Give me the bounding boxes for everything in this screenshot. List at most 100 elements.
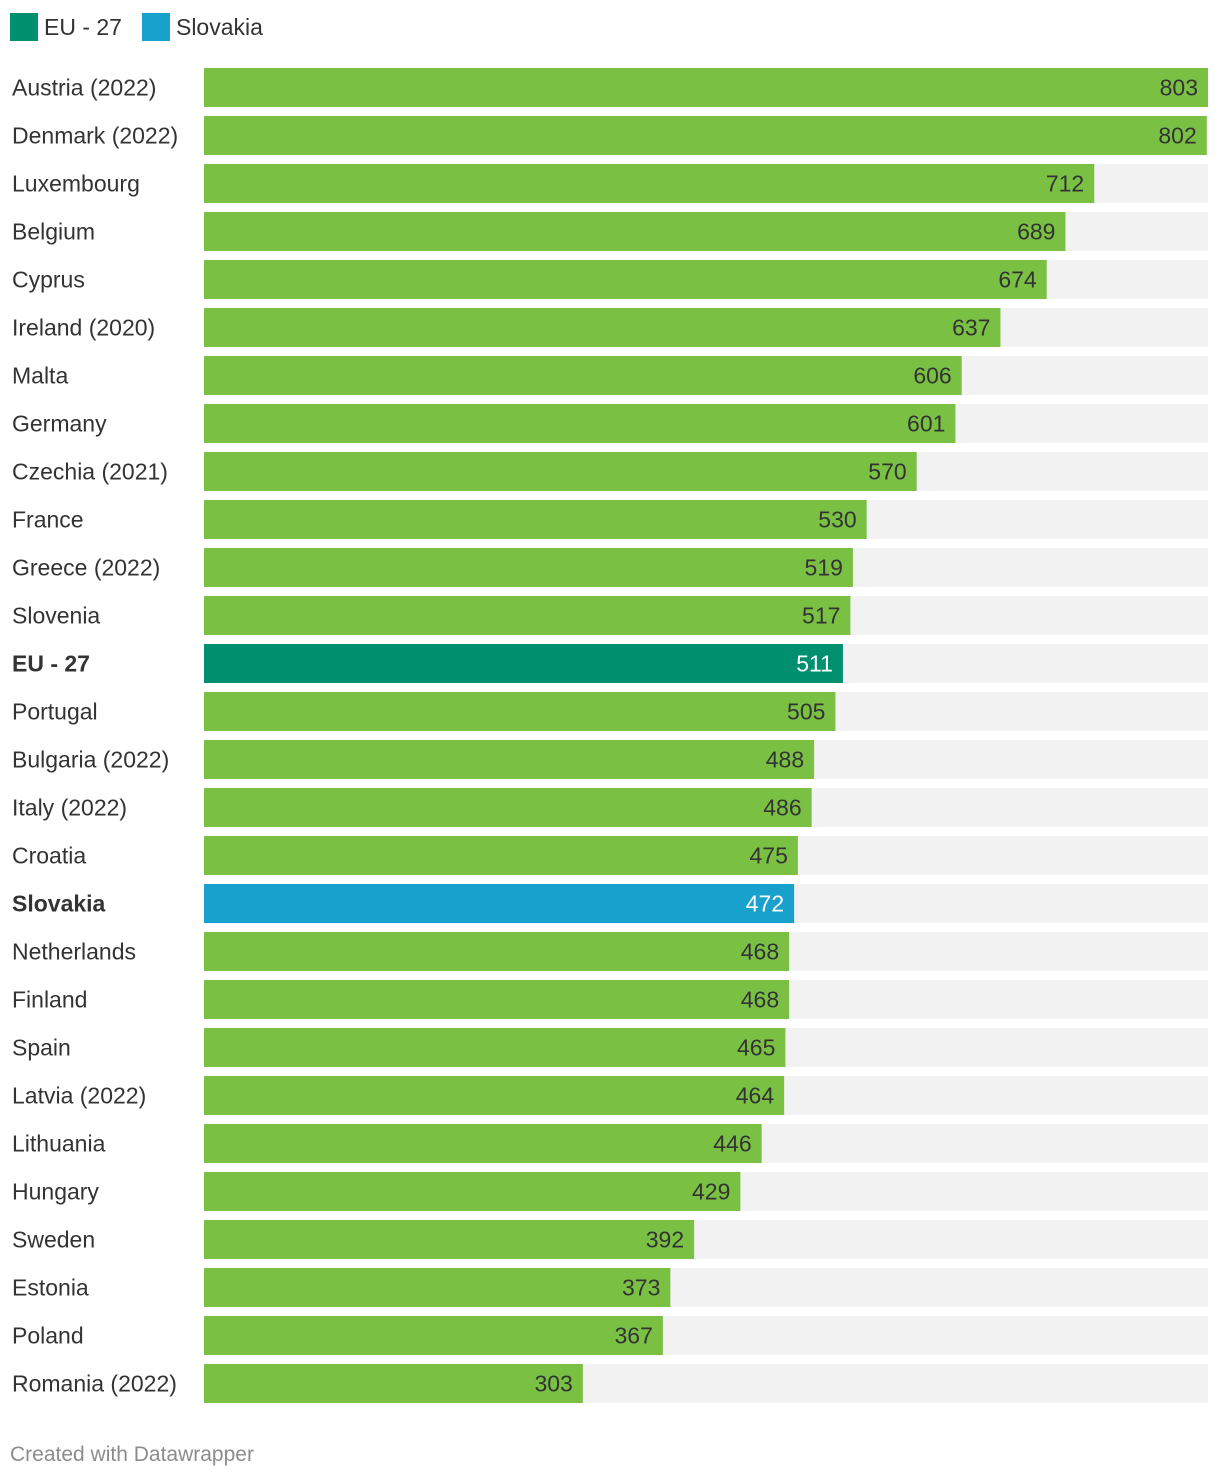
bar-portugal bbox=[204, 692, 836, 731]
category-label-spain: Spain bbox=[12, 1035, 71, 1061]
category-label-croatia: Croatia bbox=[12, 843, 86, 869]
value-label-greece-2022: 519 bbox=[805, 555, 843, 581]
bar-row-france: France 530 bbox=[12, 500, 1208, 539]
bar-row-belgium: Belgium 689 bbox=[12, 212, 1208, 251]
value-label-romania-2022: 303 bbox=[534, 1371, 572, 1397]
bar-bulgaria-2022 bbox=[204, 740, 815, 779]
bar-france bbox=[204, 500, 867, 539]
bar-row-slovenia: Slovenia 517 bbox=[12, 596, 1208, 635]
bar-eu-27 bbox=[204, 644, 843, 683]
category-label-hungary: Hungary bbox=[12, 1179, 99, 1205]
category-label-eu-27: EU - 27 bbox=[12, 651, 90, 677]
bar-finland bbox=[204, 980, 790, 1019]
category-label-germany: Germany bbox=[12, 411, 107, 437]
bar-row-eu-27: EU - 27 511 bbox=[12, 644, 1208, 683]
bar-row-sweden: Sweden 392 bbox=[12, 1220, 1208, 1259]
value-label-italy-2022: 486 bbox=[763, 795, 801, 821]
value-label-slovenia: 517 bbox=[802, 603, 840, 629]
value-label-austria-2022: 803 bbox=[1160, 75, 1198, 101]
category-label-sweden: Sweden bbox=[12, 1227, 95, 1253]
bar-row-denmark-2022: Denmark (2022) 802 bbox=[12, 116, 1208, 155]
value-label-croatia: 475 bbox=[750, 843, 788, 869]
value-label-bulgaria-2022: 488 bbox=[766, 747, 804, 773]
bar-slovenia bbox=[204, 596, 851, 635]
value-label-spain: 465 bbox=[737, 1035, 775, 1061]
footer-credit[interactable]: Created with Datawrapper bbox=[10, 1443, 254, 1466]
category-label-slovakia: Slovakia bbox=[12, 891, 106, 917]
category-label-ireland-2020: Ireland (2020) bbox=[12, 315, 155, 341]
value-label-denmark-2022: 802 bbox=[1158, 123, 1196, 149]
value-label-finland: 468 bbox=[741, 987, 779, 1013]
legend-item-slovakia: Slovakia bbox=[141, 13, 263, 41]
bar-italy-2022 bbox=[204, 788, 812, 827]
bar-row-czechia-2021: Czechia (2021) 570 bbox=[12, 452, 1208, 491]
legend-label-slovakia: Slovakia bbox=[175, 13, 263, 40]
bar-denmark-2022 bbox=[204, 116, 1207, 155]
category-label-bulgaria-2022: Bulgaria (2022) bbox=[12, 747, 169, 773]
legend-label-eu: EU - 27 bbox=[44, 13, 122, 40]
category-label-finland: Finland bbox=[12, 987, 87, 1013]
value-label-latvia-2022: 464 bbox=[736, 1083, 775, 1109]
category-label-czechia-2021: Czechia (2021) bbox=[12, 459, 168, 485]
bar-row-luxembourg: Luxembourg 712 bbox=[12, 164, 1208, 203]
bar-row-portugal: Portugal 505 bbox=[12, 692, 1208, 731]
bar-germany bbox=[204, 404, 956, 443]
value-label-eu-27: 511 bbox=[796, 651, 833, 677]
bar-croatia bbox=[204, 836, 798, 875]
value-label-cyprus: 674 bbox=[998, 267, 1037, 293]
bar-row-estonia: Estonia 373 bbox=[12, 1268, 1208, 1307]
bar-czechia-2021 bbox=[204, 452, 917, 491]
value-label-belgium: 689 bbox=[1017, 219, 1055, 245]
bar-row-finland: Finland 468 bbox=[12, 980, 1208, 1019]
category-label-luxembourg: Luxembourg bbox=[12, 171, 140, 197]
value-label-lithuania: 446 bbox=[713, 1131, 751, 1157]
bar-row-hungary: Hungary 429 bbox=[12, 1172, 1208, 1211]
bar-belgium bbox=[204, 212, 1066, 251]
bar-austria-2022 bbox=[204, 68, 1208, 107]
bar-luxembourg bbox=[204, 164, 1095, 203]
value-label-poland: 367 bbox=[614, 1323, 652, 1349]
bar-row-romania-2022: Romania (2022) 303 bbox=[12, 1364, 1208, 1403]
bar-lithuania bbox=[204, 1124, 762, 1163]
legend-item-eu: EU - 27 bbox=[10, 13, 122, 41]
value-label-netherlands: 468 bbox=[741, 939, 779, 965]
bar-row-lithuania: Lithuania 446 bbox=[12, 1124, 1208, 1163]
bar-row-bulgaria-2022: Bulgaria (2022) 488 bbox=[12, 740, 1208, 779]
bar-row-germany: Germany 601 bbox=[12, 404, 1208, 443]
category-label-malta: Malta bbox=[12, 363, 68, 389]
value-label-luxembourg: 712 bbox=[1046, 171, 1084, 197]
bar-greece-2022 bbox=[204, 548, 853, 587]
value-label-estonia: 373 bbox=[622, 1275, 660, 1301]
bar-estonia bbox=[204, 1268, 671, 1307]
bar-row-cyprus: Cyprus 674 bbox=[12, 260, 1208, 299]
bar-romania-2022 bbox=[204, 1364, 583, 1403]
value-label-portugal: 505 bbox=[787, 699, 825, 725]
value-label-malta: 606 bbox=[913, 363, 951, 389]
bar-ireland-2020 bbox=[204, 308, 1001, 347]
category-label-romania-2022: Romania (2022) bbox=[12, 1371, 177, 1397]
category-label-denmark-2022: Denmark (2022) bbox=[12, 123, 178, 149]
category-label-france: France bbox=[12, 507, 84, 533]
bar-row-slovakia: Slovakia 472 bbox=[12, 884, 1208, 923]
bar-malta bbox=[204, 356, 962, 395]
bar-row-spain: Spain 465 bbox=[12, 1028, 1208, 1067]
bar-row-italy-2022: Italy (2022) 486 bbox=[12, 788, 1208, 827]
bar-row-greece-2022: Greece (2022) 519 bbox=[12, 548, 1208, 587]
value-label-sweden: 392 bbox=[646, 1227, 684, 1253]
bar-cyprus bbox=[204, 260, 1047, 299]
category-label-cyprus: Cyprus bbox=[12, 267, 85, 293]
bar-latvia-2022 bbox=[204, 1076, 785, 1115]
bar-row-latvia-2022: Latvia (2022) 464 bbox=[12, 1076, 1208, 1115]
bar-slovakia bbox=[204, 884, 795, 923]
category-label-poland: Poland bbox=[12, 1323, 84, 1349]
value-label-ireland-2020: 637 bbox=[952, 315, 990, 341]
bar-row-malta: Malta 606 bbox=[12, 356, 1208, 395]
value-label-hungary: 429 bbox=[692, 1179, 730, 1205]
category-label-netherlands: Netherlands bbox=[12, 939, 136, 965]
category-label-austria-2022: Austria (2022) bbox=[12, 75, 156, 101]
category-label-lithuania: Lithuania bbox=[12, 1131, 106, 1157]
bar-spain bbox=[204, 1028, 786, 1067]
legend-swatch-slovakia bbox=[141, 13, 170, 41]
category-label-estonia: Estonia bbox=[12, 1275, 89, 1301]
bar-hungary bbox=[204, 1172, 741, 1211]
